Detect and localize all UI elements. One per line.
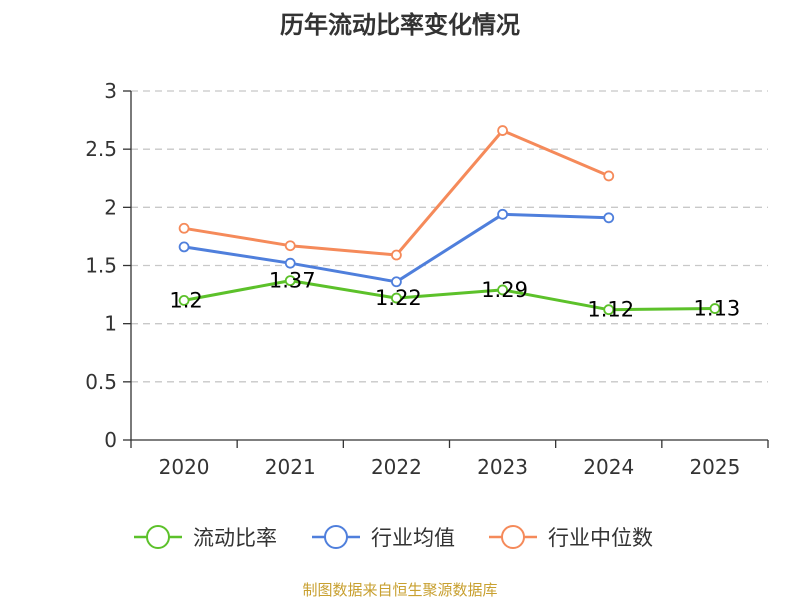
- legend-swatch-marker: [146, 525, 170, 549]
- legend-swatch-marker: [501, 525, 525, 549]
- data-point: [284, 240, 296, 252]
- y-tick-label: 2: [104, 195, 117, 219]
- series-1: [178, 275, 721, 316]
- series-3: [178, 125, 615, 261]
- data-point: [284, 257, 296, 269]
- legend-swatch-marker: [324, 525, 348, 549]
- data-point: [603, 212, 615, 224]
- y-tick-label: 3: [104, 79, 117, 103]
- series-line: [183, 279, 715, 312]
- grid-lines: [131, 90, 768, 383]
- data-point: [497, 208, 508, 220]
- data-point: [709, 303, 721, 314]
- data-point: [391, 292, 402, 304]
- x-tick-label: 2022: [371, 455, 422, 479]
- y-axis: 0 0.5 1 1.5 2 2.5 3: [85, 79, 132, 452]
- data-label: 1.2: [169, 288, 202, 312]
- data-point: [178, 241, 190, 253]
- legend-label: 行业均值: [371, 526, 455, 550]
- source-note: 制图数据来自恒生聚源数据库: [302, 581, 497, 599]
- x-tick-label: 2020: [159, 455, 210, 479]
- legend: 流动比率 行业均值 行业中位数: [134, 525, 653, 550]
- data-point: [603, 170, 615, 182]
- data-label: 1.22: [375, 286, 422, 310]
- data-point: [284, 275, 296, 287]
- legend-label: 流动比率: [193, 526, 277, 550]
- series-layer: [178, 125, 721, 316]
- data-label: 1.29: [481, 278, 528, 302]
- chart-title: 历年流动比率变化情况: [280, 11, 520, 39]
- x-axis: 2020 2021 2022 2023 2024 2025: [130, 439, 769, 479]
- data-point: [391, 276, 402, 288]
- data-point: [497, 125, 508, 136]
- data-label: 1.12: [587, 298, 634, 322]
- data-point: [178, 294, 190, 306]
- y-tick-label: 1.5: [85, 254, 117, 278]
- data-label: 1.13: [694, 297, 741, 321]
- series-line: [183, 212, 609, 284]
- data-point: [603, 304, 615, 316]
- data-point: [178, 222, 190, 234]
- data-labels: 1.2 1.37 1.22 1.29 1.12 1.13: [169, 269, 740, 322]
- x-tick-label: 2023: [477, 455, 528, 479]
- legend-item-3[interactable]: 行业中位数: [489, 525, 653, 550]
- x-tick-label: 2024: [583, 455, 634, 479]
- legend-item-2[interactable]: 行业均值: [312, 525, 455, 550]
- x-tick-label: 2021: [265, 455, 316, 479]
- y-tick-label: 1: [104, 312, 117, 336]
- y-tick-label: 2.5: [85, 137, 117, 161]
- x-tick-label: 2025: [689, 455, 740, 479]
- y-tick-label: 0: [104, 428, 117, 452]
- legend-label: 行业中位数: [548, 526, 653, 550]
- legend-item-1[interactable]: 流动比率: [134, 525, 277, 550]
- y-tick-label: 0.5: [85, 370, 117, 394]
- data-label: 1.37: [269, 269, 316, 293]
- series-2: [178, 208, 615, 288]
- data-point: [391, 249, 402, 261]
- data-point: [497, 284, 508, 296]
